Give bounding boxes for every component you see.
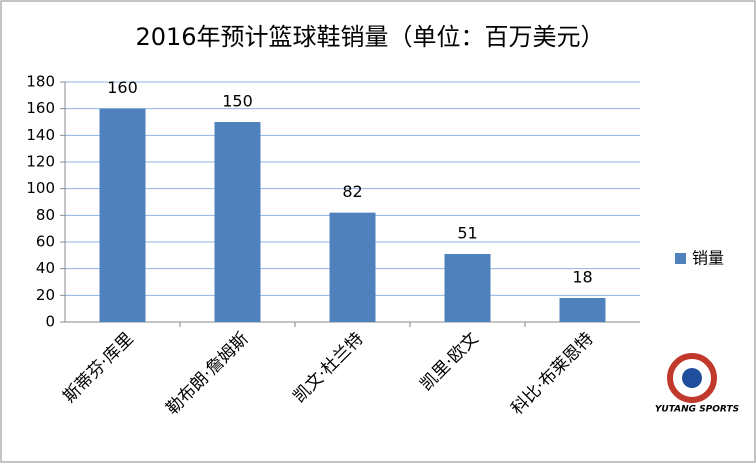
y-tick-label: 160	[26, 99, 55, 117]
bar	[99, 108, 146, 323]
y-tick-label: 40	[36, 259, 55, 277]
y-tick-label: 80	[36, 206, 55, 224]
y-tick-label: 140	[26, 126, 55, 144]
y-tick-label: 180	[26, 73, 55, 91]
legend-label: 销量	[692, 249, 724, 268]
y-tick-label: 0	[45, 313, 55, 331]
data-label: 18	[572, 268, 592, 287]
y-tick-label: 100	[26, 179, 55, 197]
y-tick-label: 60	[36, 233, 55, 251]
bar	[214, 122, 261, 322]
data-label: 160	[107, 78, 138, 97]
legend-swatch	[675, 253, 686, 264]
data-label: 82	[342, 182, 362, 201]
bar	[444, 254, 491, 322]
y-tick-label: 20	[36, 286, 55, 304]
chart-title: 2016年预计篮球鞋销量（单位：百万美元）	[135, 23, 604, 51]
data-label: 150	[222, 92, 253, 111]
logo: YUTANG SPORTS	[655, 353, 739, 415]
logo-text: YUTANG SPORTS	[655, 405, 739, 415]
y-tick-label: 120	[26, 153, 55, 171]
bar	[559, 298, 606, 322]
bar	[329, 212, 376, 322]
data-label: 51	[457, 224, 477, 243]
